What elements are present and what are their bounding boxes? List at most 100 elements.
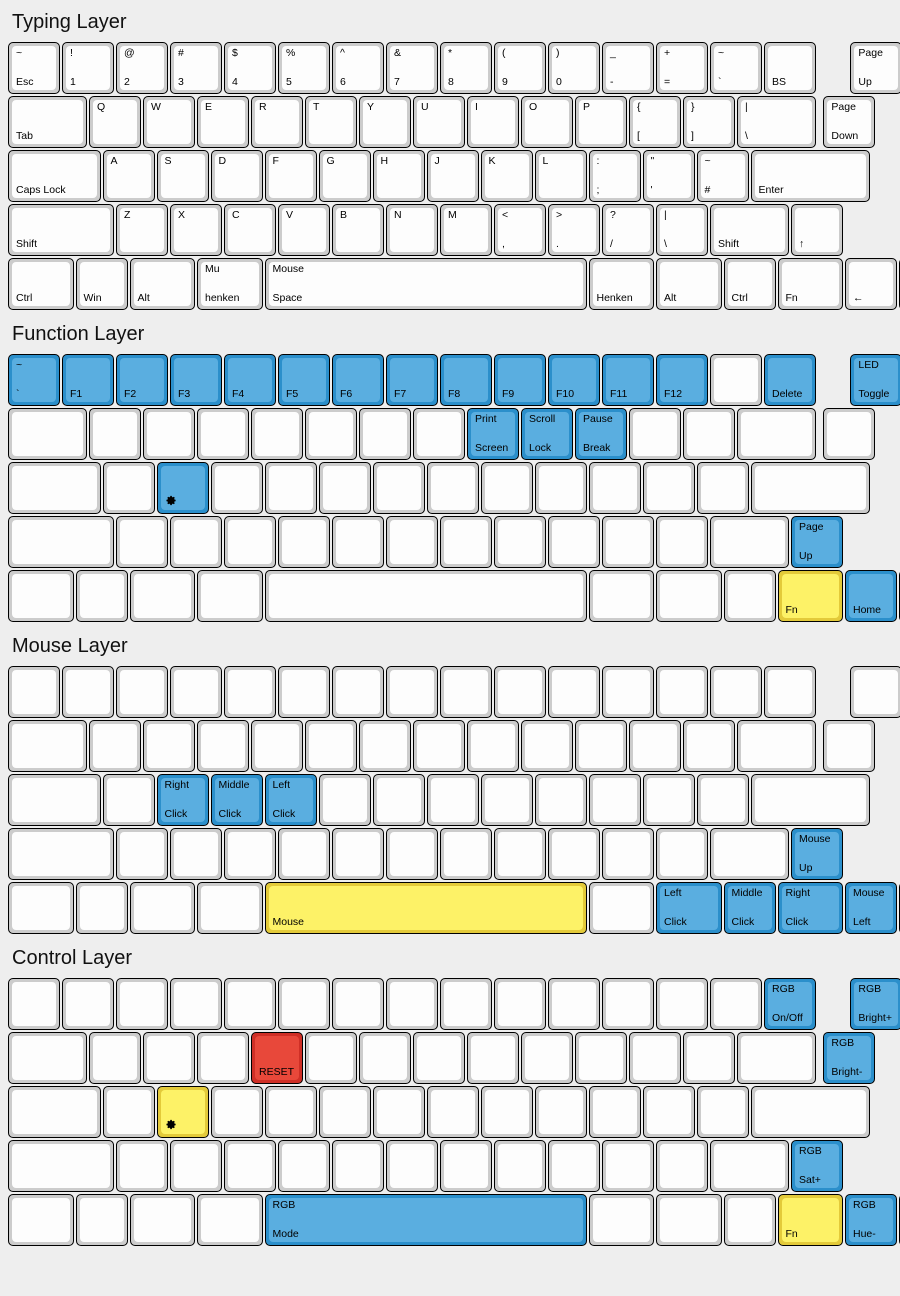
keycap[interactable]: Fn [777, 1194, 843, 1246]
keycap[interactable]: Fn [777, 570, 843, 622]
keycap[interactable] [116, 978, 168, 1030]
keycap[interactable]: U [413, 96, 465, 148]
keycap[interactable]: Win [75, 258, 128, 310]
keycap[interactable]: Page Up [791, 516, 843, 568]
keycap[interactable] [588, 462, 641, 514]
keycap[interactable]: " ' [642, 150, 695, 202]
keycap[interactable] [602, 516, 654, 568]
keycap[interactable] [737, 408, 816, 460]
keycap[interactable]: Henken [588, 258, 654, 310]
keycap[interactable] [264, 570, 587, 622]
keycap[interactable]: (9 [494, 42, 546, 94]
keycap[interactable] [823, 720, 876, 772]
keycap[interactable]: Tab [8, 96, 87, 148]
keycap[interactable]: F6 [332, 354, 384, 406]
keycap[interactable] [494, 1140, 546, 1192]
keycap[interactable] [426, 1086, 479, 1138]
keycap[interactable]: :; [588, 150, 641, 202]
keycap[interactable] [588, 882, 654, 934]
keycap[interactable] [386, 1140, 438, 1192]
keycap[interactable] [224, 828, 276, 880]
keycap[interactable] [75, 570, 128, 622]
keycap[interactable] [602, 828, 654, 880]
keycap[interactable] [548, 978, 600, 1030]
keycap[interactable] [683, 408, 735, 460]
keycap[interactable]: Right Click [156, 774, 209, 826]
keycap[interactable] [548, 666, 600, 718]
keycap[interactable] [683, 1032, 735, 1084]
keycap[interactable] [8, 720, 87, 772]
keycap[interactable] [656, 570, 722, 622]
keycap[interactable] [75, 1194, 128, 1246]
keycap[interactable] [264, 462, 317, 514]
keycap[interactable] [413, 408, 465, 460]
keycap[interactable]: >. [548, 204, 600, 256]
keycap[interactable] [278, 1140, 330, 1192]
keycap[interactable]: Ctrl [723, 258, 776, 310]
keycap[interactable] [737, 1032, 816, 1084]
keycap[interactable]: Left Click [656, 882, 722, 934]
keycap[interactable] [8, 570, 74, 622]
keycap[interactable]: Page Up [850, 42, 900, 94]
keycap[interactable] [224, 1140, 276, 1192]
keycap[interactable] [656, 516, 708, 568]
keycap[interactable] [170, 828, 222, 880]
keycap[interactable]: Mouse Up [791, 828, 843, 880]
keycap[interactable] [8, 882, 74, 934]
keycap[interactable]: Alt [656, 258, 722, 310]
keycap[interactable]: B [332, 204, 384, 256]
keycap[interactable] [62, 978, 114, 1030]
keycap[interactable]: ? / [602, 204, 654, 256]
keycap[interactable]: F [264, 150, 317, 202]
keycap[interactable] [750, 1086, 870, 1138]
keycap[interactable]: V [278, 204, 330, 256]
keycap[interactable]: F3 [170, 354, 222, 406]
keycap[interactable] [197, 570, 263, 622]
keycap[interactable]: X [170, 204, 222, 256]
keycap[interactable] [8, 462, 101, 514]
keycap[interactable] [710, 978, 762, 1030]
keycap[interactable] [440, 516, 492, 568]
keycap[interactable] [494, 666, 546, 718]
keycap[interactable]: RESET [251, 1032, 303, 1084]
keycap[interactable]: _ - [602, 42, 654, 94]
keycap[interactable]: Shift [8, 204, 114, 256]
keycap[interactable]: Page Down [823, 96, 876, 148]
keycap[interactable] [480, 774, 533, 826]
keycap[interactable] [737, 720, 816, 772]
keycap[interactable]: G [318, 150, 371, 202]
keycap[interactable]: Y [359, 96, 411, 148]
keycap[interactable]: F5 [278, 354, 330, 406]
keycap[interactable] [710, 354, 762, 406]
keycap[interactable] [251, 720, 303, 772]
keycap[interactable]: D [210, 150, 263, 202]
keycap[interactable] [170, 978, 222, 1030]
keycap[interactable]: F8 [440, 354, 492, 406]
keycap[interactable]: @2 [116, 42, 168, 94]
keycap[interactable] [723, 570, 776, 622]
keycap[interactable] [224, 978, 276, 1030]
keycap[interactable] [116, 666, 168, 718]
keycap[interactable] [210, 1086, 263, 1138]
keycap[interactable] [305, 1032, 357, 1084]
keycap[interactable] [656, 978, 708, 1030]
keycap[interactable] [440, 666, 492, 718]
keycap[interactable]: RGB Bright- [823, 1032, 876, 1084]
keycap[interactable]: Enter [750, 150, 870, 202]
keycap[interactable]: C [224, 204, 276, 256]
keycap[interactable] [8, 1140, 114, 1192]
keycap[interactable] [332, 828, 384, 880]
keycap[interactable] [588, 1194, 654, 1246]
keycap[interactable] [823, 408, 876, 460]
keycap[interactable]: ! 1 [62, 42, 114, 94]
keycap[interactable]: Right Click [777, 882, 843, 934]
keycap[interactable] [413, 720, 465, 772]
keycap[interactable] [426, 774, 479, 826]
keycap[interactable] [8, 774, 101, 826]
keycap[interactable] [683, 720, 735, 772]
keycap[interactable]: ~ ` [8, 354, 60, 406]
keycap[interactable] [521, 1032, 573, 1084]
keycap[interactable]: Ctrl [8, 258, 74, 310]
keycap[interactable]: F7 [386, 354, 438, 406]
keycap[interactable] [359, 408, 411, 460]
